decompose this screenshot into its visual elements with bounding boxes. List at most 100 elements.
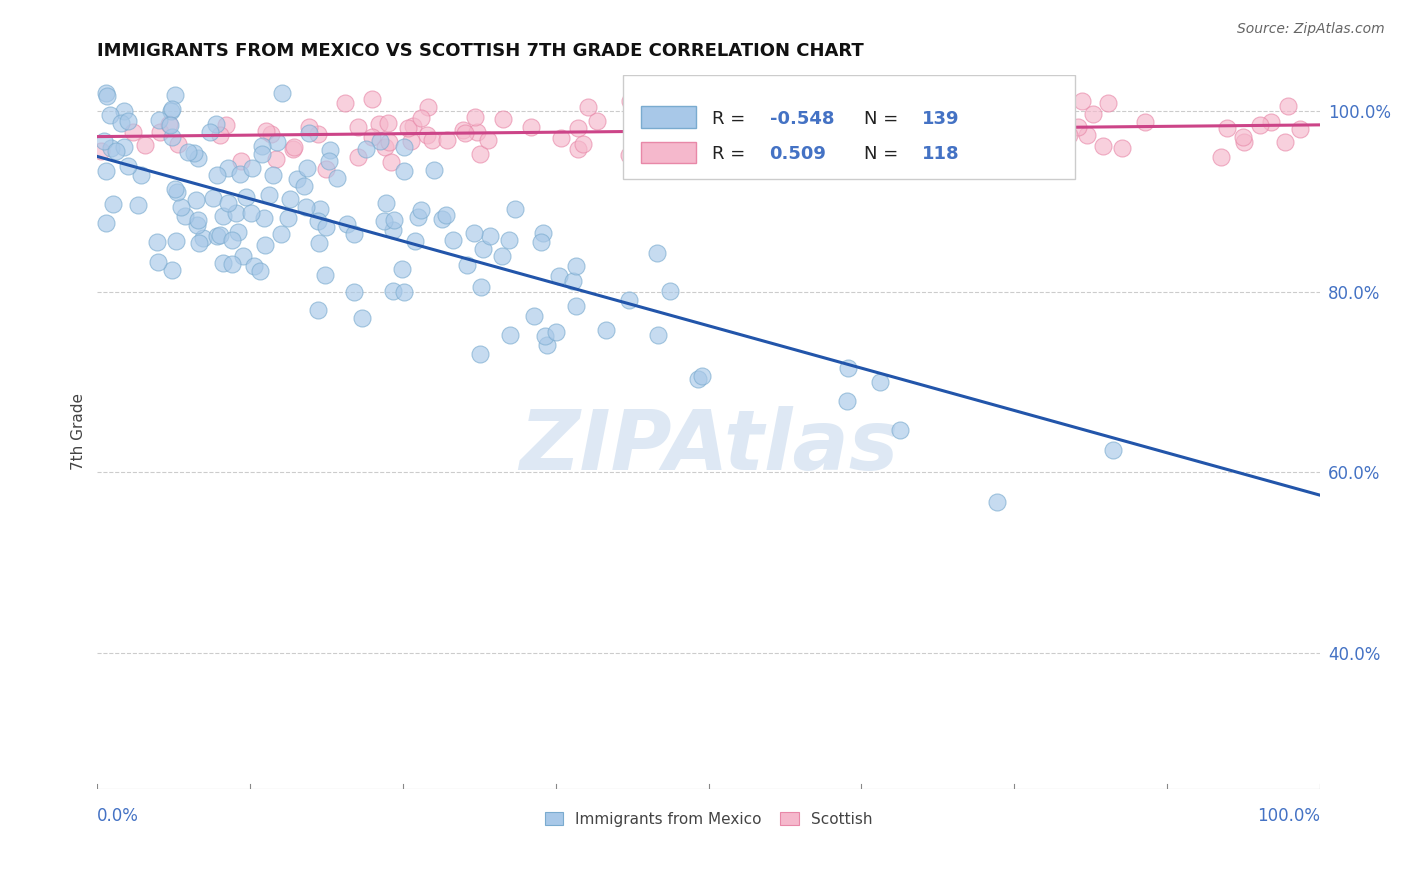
Point xyxy=(889,114,911,128)
Point xyxy=(1059,128,1081,142)
Point xyxy=(266,153,288,167)
Point xyxy=(519,120,541,134)
Point xyxy=(361,130,384,145)
Point xyxy=(647,123,669,137)
Point xyxy=(1215,121,1237,136)
Point xyxy=(105,144,128,158)
Point xyxy=(183,145,205,160)
Point xyxy=(533,226,555,240)
Point xyxy=(243,259,266,273)
Point xyxy=(159,119,181,133)
Legend: Immigrants from Mexico, Scottish: Immigrants from Mexico, Scottish xyxy=(537,804,880,834)
Point xyxy=(249,263,271,277)
Point xyxy=(94,216,117,230)
Point xyxy=(148,112,170,127)
Point xyxy=(755,111,778,125)
Point xyxy=(436,133,458,147)
Point xyxy=(122,125,145,139)
Point xyxy=(1032,122,1054,136)
Point xyxy=(352,311,374,326)
Point xyxy=(657,113,679,128)
Point xyxy=(131,168,153,182)
Point xyxy=(994,96,1017,111)
Point xyxy=(595,323,617,337)
Point xyxy=(93,135,115,149)
Point xyxy=(160,103,183,117)
Point xyxy=(636,128,658,142)
Point xyxy=(720,123,742,137)
Point xyxy=(617,148,640,162)
Point xyxy=(307,214,329,228)
Point xyxy=(380,154,402,169)
Point xyxy=(221,234,243,248)
Point xyxy=(186,219,208,233)
Point xyxy=(315,162,337,177)
Point xyxy=(285,172,308,186)
Point xyxy=(112,103,135,118)
Point xyxy=(231,153,253,168)
Point xyxy=(640,131,662,145)
Point xyxy=(166,186,188,200)
Point xyxy=(811,128,834,143)
Point xyxy=(375,196,398,211)
Point xyxy=(782,108,804,122)
Point xyxy=(492,112,515,126)
Point xyxy=(325,171,347,186)
Point xyxy=(402,120,425,134)
Point xyxy=(374,140,396,154)
Point xyxy=(205,229,228,244)
Point xyxy=(837,361,859,376)
Point xyxy=(619,293,641,307)
Point xyxy=(645,246,668,260)
Point xyxy=(1070,94,1092,108)
Point xyxy=(368,117,391,131)
Point xyxy=(308,236,330,251)
Point xyxy=(343,285,366,299)
Point xyxy=(315,219,337,234)
Point xyxy=(533,329,555,343)
Point xyxy=(235,189,257,203)
Point xyxy=(478,229,501,244)
Point xyxy=(465,125,488,139)
Point xyxy=(523,310,546,324)
Point xyxy=(392,140,415,154)
Point xyxy=(1289,122,1312,136)
Text: N =: N = xyxy=(863,145,904,163)
Point xyxy=(165,234,187,248)
Point xyxy=(1026,109,1049,123)
Point xyxy=(163,182,186,196)
Point xyxy=(262,168,284,182)
Point xyxy=(638,131,661,145)
Point xyxy=(295,200,318,214)
Point xyxy=(894,112,917,127)
Point xyxy=(228,167,250,181)
Point xyxy=(754,127,776,141)
Point xyxy=(960,136,983,151)
Point xyxy=(157,117,180,131)
Point xyxy=(654,131,676,145)
FancyBboxPatch shape xyxy=(641,142,696,163)
Point xyxy=(239,206,262,220)
Point xyxy=(908,118,931,132)
Point xyxy=(307,128,329,142)
Point xyxy=(100,141,122,155)
Point xyxy=(672,121,695,136)
Point xyxy=(232,249,254,263)
Point xyxy=(368,134,391,148)
Point xyxy=(1233,135,1256,149)
Point xyxy=(314,268,336,283)
Point xyxy=(863,131,886,145)
Point xyxy=(498,233,520,247)
Point xyxy=(464,110,486,124)
Point xyxy=(762,109,785,123)
Point xyxy=(226,225,249,239)
Point xyxy=(205,168,228,182)
Point xyxy=(225,206,247,220)
Point xyxy=(456,258,478,272)
Text: 118: 118 xyxy=(922,145,960,163)
Point xyxy=(468,147,491,161)
Point xyxy=(1038,119,1060,133)
Point xyxy=(544,325,567,339)
Point xyxy=(717,98,740,112)
Point xyxy=(619,94,641,108)
